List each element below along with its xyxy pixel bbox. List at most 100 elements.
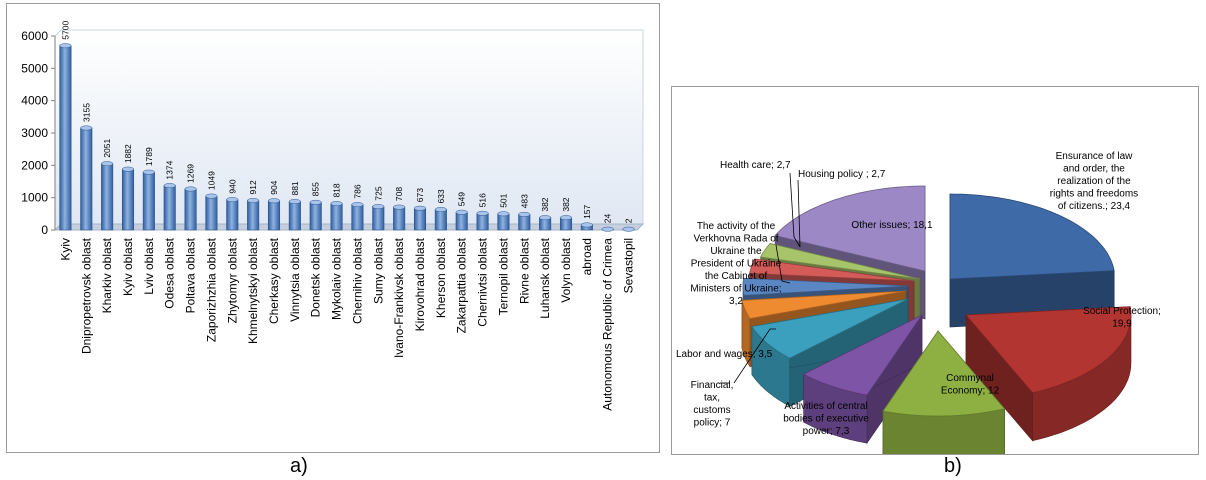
bar-top bbox=[101, 161, 114, 167]
category-label: Poltava oblast bbox=[184, 237, 198, 313]
category-label: Volyn oblast bbox=[559, 237, 573, 302]
bar bbox=[351, 204, 364, 231]
y-axis: 0 1000 2000 3000 4000 5000 6000 bbox=[21, 29, 56, 237]
bar bbox=[372, 206, 385, 231]
bar-top bbox=[163, 183, 176, 189]
bar bbox=[247, 200, 260, 231]
value-label: 3155 bbox=[81, 103, 91, 122]
bar-chart-panel: 0 1000 2000 3000 4000 5000 6000 5700 3155 2051 18… bbox=[6, 3, 660, 453]
pie-slice bbox=[802, 314, 923, 445]
category-label: Zaporizhzhia oblast bbox=[204, 237, 218, 342]
bar bbox=[163, 185, 176, 231]
category-label: abroad bbox=[580, 238, 594, 275]
category-label: Chernivtsi oblast bbox=[476, 237, 490, 326]
pie-label-line: of citizens.; 23,4 bbox=[1058, 201, 1131, 212]
pie-slice bbox=[882, 330, 1006, 465]
pie-label-line: customs bbox=[693, 405, 730, 416]
pie-label-line: Activities of central bbox=[784, 401, 867, 412]
caption-a: a) bbox=[290, 455, 308, 477]
value-label: 483 bbox=[519, 194, 529, 208]
bar bbox=[288, 201, 301, 231]
pie-label: Social Protection; 19,9 bbox=[1083, 306, 1161, 330]
value-label: 5700 bbox=[60, 21, 70, 40]
bar bbox=[80, 127, 93, 231]
value-labels: 5700 3155 2051 1882 1789 1374 1269 1049 940 912 90… bbox=[60, 21, 633, 224]
bar-top bbox=[393, 204, 406, 210]
bar bbox=[393, 206, 406, 231]
category-label: Mykolaiv oblast bbox=[330, 237, 344, 320]
pie-label: Other issues; 18,1 bbox=[851, 220, 933, 231]
pie-label-line: Financial, bbox=[691, 380, 734, 391]
y-tick-label: 0 bbox=[41, 223, 48, 237]
bar bbox=[121, 168, 135, 231]
y-tick-label: 6000 bbox=[21, 29, 48, 43]
bar-top bbox=[142, 169, 155, 175]
category-label: Sumy oblast bbox=[371, 237, 385, 304]
y-tick-label: 5000 bbox=[21, 61, 48, 75]
leader-line bbox=[789, 172, 801, 248]
bar-top bbox=[59, 43, 72, 49]
bar-top bbox=[476, 210, 489, 216]
value-label: 382 bbox=[561, 197, 571, 211]
category-label: Kyiv bbox=[58, 238, 72, 261]
pie-label-line: Verkhovna Rada of bbox=[693, 234, 778, 245]
bar-top bbox=[497, 211, 510, 217]
bar-chart: 0 1000 2000 3000 4000 5000 6000 5700 3155 2051 18… bbox=[21, 21, 645, 411]
bar bbox=[455, 211, 468, 231]
value-label: 1269 bbox=[186, 164, 196, 183]
value-label: 516 bbox=[478, 193, 488, 207]
pie-slice-top bbox=[751, 298, 909, 359]
pie-label-line: Labor and wages; 3,5 bbox=[676, 349, 773, 360]
pie-label-line: tax, bbox=[704, 393, 720, 404]
value-label: 633 bbox=[436, 189, 446, 203]
y-tick-label: 2000 bbox=[21, 158, 48, 172]
category-label: Dnipropetrovsk oblast bbox=[79, 237, 93, 354]
category-label: Cherkasy oblast bbox=[267, 237, 281, 324]
pie-slice-top bbox=[742, 277, 909, 296]
bar-top bbox=[184, 186, 197, 192]
category-label: Lviv oblast bbox=[142, 237, 156, 294]
bar bbox=[142, 171, 155, 231]
category-label: Rivne oblast bbox=[517, 237, 531, 304]
bar-top bbox=[372, 204, 385, 210]
category-label: Ternopil oblast bbox=[496, 237, 510, 315]
pie-label-line: 3,2 bbox=[729, 296, 743, 307]
bar bbox=[413, 207, 427, 231]
pie-label: Commynal Economy; 12 bbox=[941, 373, 1000, 397]
pie-slice-top bbox=[949, 193, 1115, 280]
pie-label-line: the Cabinet of bbox=[705, 271, 767, 282]
value-label: 725 bbox=[373, 186, 383, 200]
bar-top bbox=[268, 198, 280, 204]
bar bbox=[226, 199, 239, 231]
y-tick-label: 1000 bbox=[21, 191, 48, 205]
category-label: Odesa oblast bbox=[163, 237, 177, 308]
pie-label: The activity of the Verkhovna Rada of Ukra… bbox=[690, 221, 781, 307]
pie-label: Activities of central bodies of executive… bbox=[783, 401, 869, 437]
pie-label-line: 19,9 bbox=[1112, 319, 1132, 330]
pie-label: Health care; 2,7 bbox=[720, 160, 791, 171]
value-label: 818 bbox=[332, 183, 342, 197]
y-tick-label: 4000 bbox=[21, 94, 48, 108]
bar-top bbox=[434, 207, 447, 212]
bar bbox=[205, 195, 218, 231]
pie-label-line: Ensurance of law bbox=[1056, 151, 1133, 162]
value-label: 501 bbox=[498, 193, 508, 207]
value-label: 1789 bbox=[144, 147, 154, 166]
bar-top bbox=[288, 199, 301, 204]
bar-top bbox=[622, 226, 635, 232]
pie-slice-top bbox=[774, 185, 926, 272]
value-label: 24 bbox=[603, 213, 613, 223]
pie-label-line: Ministers of Ukraine; bbox=[690, 284, 781, 295]
category-label: Khmelnytskyi oblast bbox=[246, 237, 260, 344]
bar bbox=[267, 200, 281, 231]
category-label: Ivano-Frankivsk oblast bbox=[392, 237, 406, 358]
leader-lines bbox=[720, 172, 801, 384]
leader-line bbox=[797, 179, 801, 248]
value-label: 157 bbox=[582, 204, 592, 218]
bars bbox=[59, 43, 635, 232]
pie-label: Housing policy ; 2,7 bbox=[798, 169, 886, 180]
bar-top bbox=[560, 215, 572, 221]
pie-chart-panel: Ensurance of law and order, the realizatio… bbox=[671, 86, 1199, 465]
category-labels: Kyiv Dnipropetrovsk oblast Kharkiv oblast K… bbox=[58, 237, 635, 410]
value-label: 912 bbox=[248, 180, 258, 194]
